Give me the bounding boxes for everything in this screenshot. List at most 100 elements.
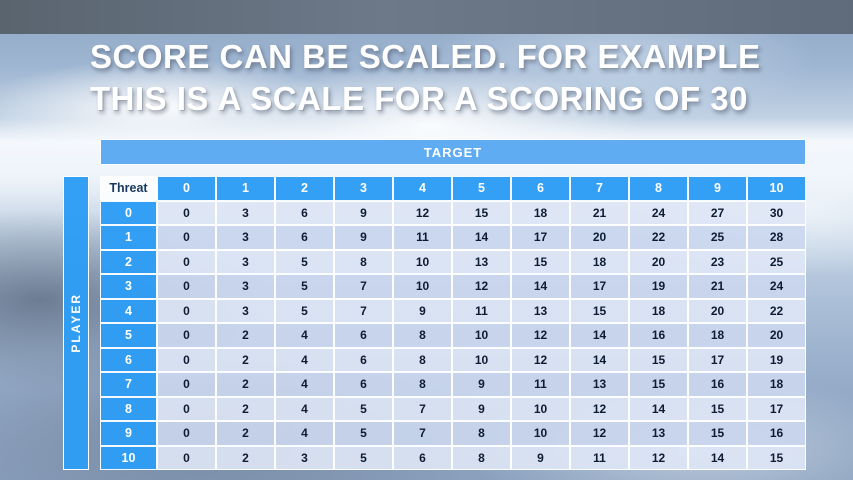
score-cell: 22 — [747, 298, 806, 323]
score-cell: 19 — [629, 274, 688, 299]
threat-row-header: 4 — [100, 298, 157, 323]
score-cell: 6 — [334, 372, 393, 397]
score-cell: 14 — [511, 274, 570, 299]
threat-row-header: 2 — [100, 249, 157, 274]
score-cell: 0 — [157, 421, 216, 446]
score-cell: 5 — [334, 396, 393, 421]
target-column-header: 9 — [688, 176, 747, 201]
score-cell: 0 — [157, 347, 216, 372]
score-cell: 15 — [629, 372, 688, 397]
score-cell: 18 — [570, 249, 629, 274]
score-cell: 28 — [747, 225, 806, 250]
score-cell: 0 — [157, 274, 216, 299]
score-cell: 21 — [570, 200, 629, 225]
score-cell: 3 — [216, 274, 275, 299]
score-cell: 12 — [629, 445, 688, 470]
score-cell: 4 — [275, 421, 334, 446]
score-cell: 5 — [275, 298, 334, 323]
score-cell: 8 — [393, 323, 452, 348]
score-cell: 0 — [157, 225, 216, 250]
score-cell: 9 — [511, 445, 570, 470]
score-cell: 0 — [157, 200, 216, 225]
score-cell: 7 — [393, 421, 452, 446]
score-cell: 3 — [216, 249, 275, 274]
threat-corner-cell: Threat — [100, 176, 157, 201]
score-cell: 9 — [452, 372, 511, 397]
threat-row-header: 7 — [100, 372, 157, 397]
score-cell: 7 — [393, 396, 452, 421]
score-cell: 5 — [334, 421, 393, 446]
slide-title: SCORE CAN BE SCALED. FOR EXAMPLE THIS IS… — [90, 36, 810, 120]
score-cell: 17 — [570, 274, 629, 299]
score-cell: 10 — [452, 323, 511, 348]
score-cell: 4 — [275, 396, 334, 421]
score-cell: 24 — [747, 274, 806, 299]
score-cell: 20 — [747, 323, 806, 348]
score-cell: 2 — [216, 372, 275, 397]
score-cell: 4 — [275, 347, 334, 372]
target-column-header: 1 — [216, 176, 275, 201]
score-cell: 8 — [452, 421, 511, 446]
score-cell: 12 — [570, 396, 629, 421]
score-cell: 11 — [511, 372, 570, 397]
threat-row-header: 8 — [100, 396, 157, 421]
target-column-header: 6 — [511, 176, 570, 201]
score-cell: 13 — [629, 421, 688, 446]
score-cell: 14 — [570, 347, 629, 372]
score-cell: 2 — [216, 323, 275, 348]
player-side-label: PLAYER — [69, 293, 83, 353]
score-grid: Threat 0 1 2 3 4 5 6 7 8 9 10 0 0 3 6 9 12 15 18 21 24 27 30 1 0 3… — [100, 176, 806, 470]
threat-row-header: 5 — [100, 323, 157, 348]
score-cell: 17 — [747, 396, 806, 421]
score-cell: 15 — [747, 445, 806, 470]
score-cell: 9 — [393, 298, 452, 323]
score-cell: 16 — [688, 372, 747, 397]
score-cell: 24 — [629, 200, 688, 225]
score-cell: 6 — [275, 225, 334, 250]
top-band-decoration — [0, 0, 853, 34]
score-cell: 2 — [216, 347, 275, 372]
target-column-header: 3 — [334, 176, 393, 201]
threat-row-header: 3 — [100, 274, 157, 299]
score-cell: 25 — [747, 249, 806, 274]
score-cell: 12 — [511, 323, 570, 348]
score-cell: 6 — [393, 445, 452, 470]
score-cell: 9 — [334, 225, 393, 250]
score-cell: 2 — [216, 445, 275, 470]
score-cell: 15 — [511, 249, 570, 274]
score-cell: 14 — [629, 396, 688, 421]
score-cell: 7 — [334, 298, 393, 323]
score-cell: 23 — [688, 249, 747, 274]
score-cell: 14 — [452, 225, 511, 250]
score-cell: 8 — [334, 249, 393, 274]
score-cell: 15 — [688, 421, 747, 446]
score-cell: 18 — [688, 323, 747, 348]
score-cell: 2 — [216, 396, 275, 421]
target-column-header: 7 — [570, 176, 629, 201]
score-cell: 20 — [570, 225, 629, 250]
score-cell: 5 — [334, 445, 393, 470]
score-cell: 20 — [688, 298, 747, 323]
player-side-bar: PLAYER — [63, 176, 89, 470]
score-cell: 0 — [157, 396, 216, 421]
score-cell: 6 — [334, 323, 393, 348]
score-cell: 22 — [629, 225, 688, 250]
target-column-header: 2 — [275, 176, 334, 201]
threat-row-header: 1 — [100, 225, 157, 250]
score-cell: 5 — [275, 249, 334, 274]
score-cell: 10 — [393, 249, 452, 274]
score-cell: 27 — [688, 200, 747, 225]
score-cell: 17 — [511, 225, 570, 250]
score-cell: 0 — [157, 298, 216, 323]
score-cell: 25 — [688, 225, 747, 250]
score-cell: 0 — [157, 249, 216, 274]
threat-row-header: 10 — [100, 445, 157, 470]
score-cell: 30 — [747, 200, 806, 225]
score-cell: 18 — [629, 298, 688, 323]
score-cell: 8 — [393, 347, 452, 372]
target-column-header: 5 — [452, 176, 511, 201]
score-cell: 14 — [688, 445, 747, 470]
threat-row-header: 6 — [100, 347, 157, 372]
target-column-header: 4 — [393, 176, 452, 201]
